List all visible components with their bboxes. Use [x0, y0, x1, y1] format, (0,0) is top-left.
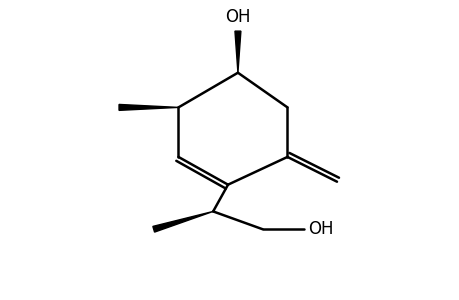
- Polygon shape: [119, 104, 178, 110]
- Polygon shape: [235, 31, 241, 73]
- Text: OH: OH: [225, 8, 250, 26]
- Text: OH: OH: [308, 220, 333, 238]
- Polygon shape: [152, 212, 213, 232]
